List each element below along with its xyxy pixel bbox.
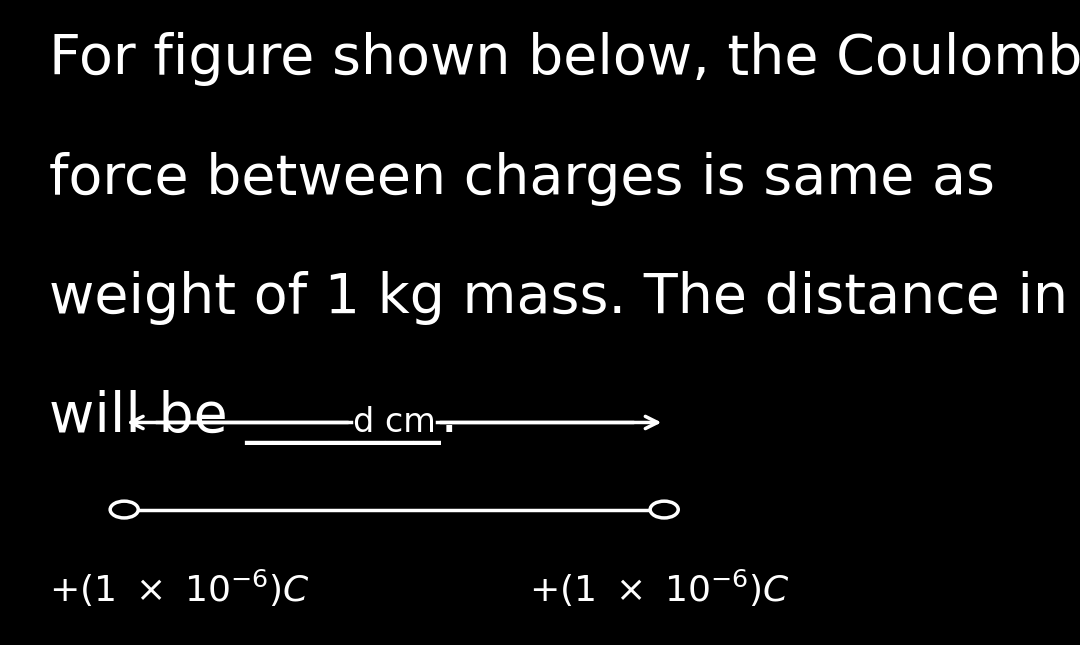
Text: $+(1\ \times\ 10^{-6})C$: $+(1\ \times\ 10^{-6})C$	[529, 568, 791, 609]
Text: force between charges is same as: force between charges is same as	[49, 152, 995, 206]
Circle shape	[650, 501, 678, 518]
Text: For figure shown below, the Coulomb: For figure shown below, the Coulomb	[49, 32, 1080, 86]
Text: d cm: d cm	[353, 406, 435, 439]
Text: weight of 1 kg mass. The distance in cm: weight of 1 kg mass. The distance in cm	[49, 271, 1080, 325]
Text: will be _______.: will be _______.	[49, 390, 458, 445]
Circle shape	[110, 501, 138, 518]
Text: $+(1\ \times\ 10^{-6})C$: $+(1\ \times\ 10^{-6})C$	[49, 568, 310, 609]
